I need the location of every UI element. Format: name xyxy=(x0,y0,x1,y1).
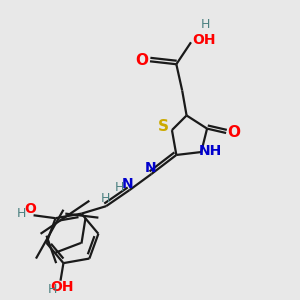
Text: H: H xyxy=(100,192,110,206)
Text: O: O xyxy=(227,124,240,140)
Text: N: N xyxy=(122,177,134,190)
Text: H: H xyxy=(48,283,57,296)
Text: N: N xyxy=(145,160,156,175)
Text: OH: OH xyxy=(192,33,216,47)
Text: NH: NH xyxy=(199,144,222,158)
Text: H: H xyxy=(115,181,124,194)
Text: S: S xyxy=(158,119,169,134)
Text: O: O xyxy=(25,202,37,216)
Text: H: H xyxy=(201,18,210,31)
Text: H: H xyxy=(17,207,26,220)
Text: O: O xyxy=(135,53,148,68)
Text: OH: OH xyxy=(50,280,74,293)
